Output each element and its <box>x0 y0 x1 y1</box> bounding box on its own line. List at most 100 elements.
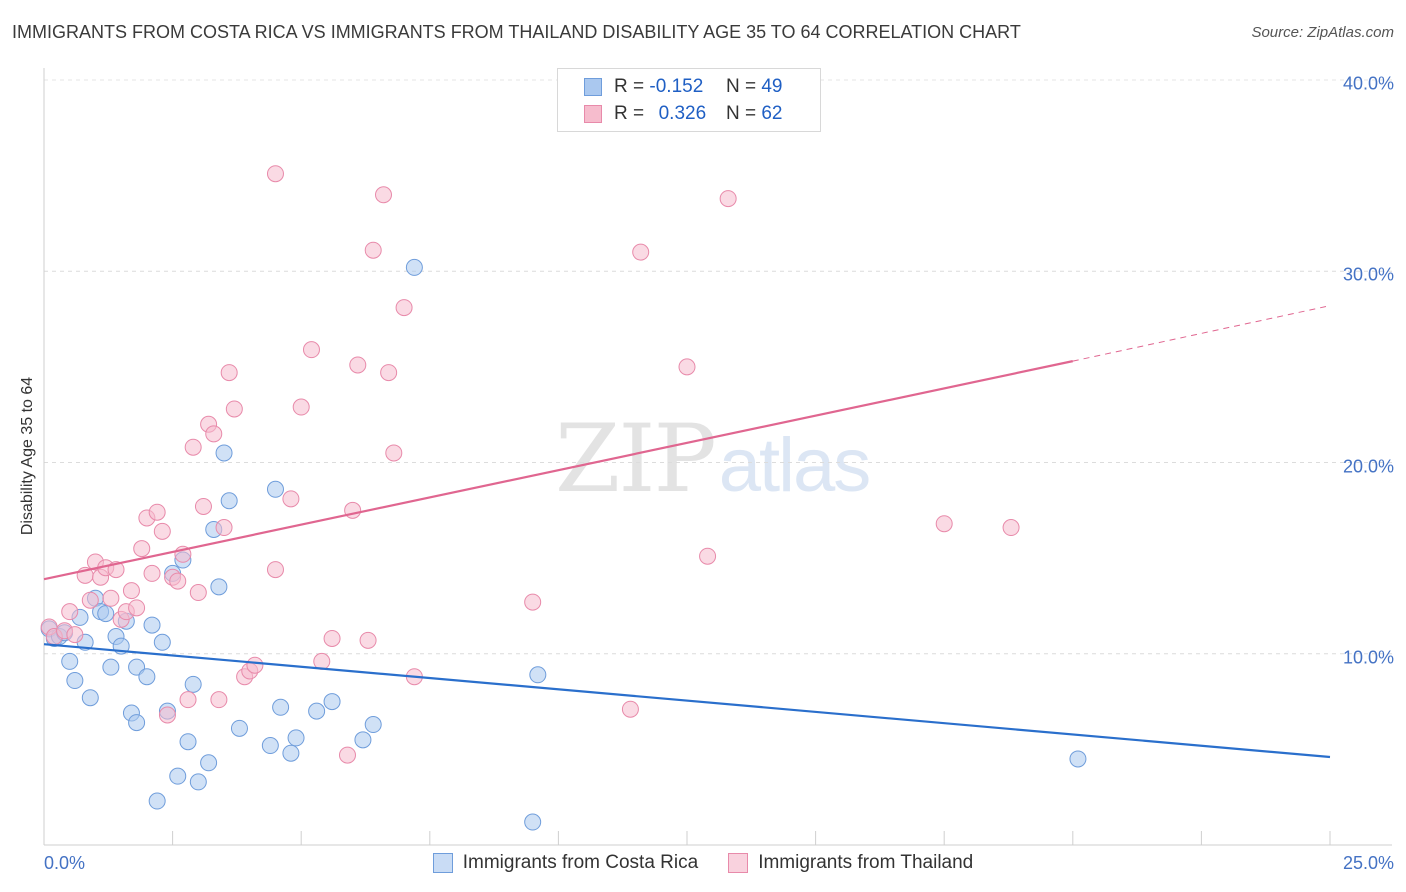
costa-rica-point <box>282 744 300 762</box>
costa-rica-point <box>272 698 290 716</box>
costa-rica-point <box>261 737 279 755</box>
costa-rica-point <box>1069 750 1087 768</box>
thailand-point <box>215 519 233 537</box>
correlation-legend: R = -0.152 N = 49 R = 0.326 N = 62 <box>557 68 821 132</box>
thailand-point <box>194 497 212 515</box>
costa-rica-point <box>179 733 197 751</box>
costa-rica-point <box>143 616 161 634</box>
thailand-point <box>678 358 696 376</box>
costa-rica-point <box>323 693 341 711</box>
thailand-point <box>338 746 356 764</box>
legend-n-label: N = <box>725 103 757 124</box>
thailand-point <box>169 572 187 590</box>
costa-rica-point <box>266 480 284 498</box>
x-tick-label: 0.0% <box>44 853 86 873</box>
thailand-point <box>719 190 737 208</box>
costa-rica-point <box>102 658 120 676</box>
costa-rica-point <box>210 578 228 596</box>
costa-rica-point <box>215 444 233 462</box>
legend-n-label: N = <box>725 76 757 97</box>
legend-row-costa-rica: R = -0.152 N = 49 <box>584 75 782 99</box>
thailand-point <box>205 425 223 443</box>
costa-rica-point <box>153 633 171 651</box>
costa-rica-point <box>66 672 84 690</box>
thailand-trend-line <box>43 360 1074 581</box>
costa-rica-point <box>81 689 99 707</box>
thailand-point <box>699 547 717 565</box>
thailand-point <box>395 299 413 317</box>
legend-label-thailand: Immigrants from Thailand <box>758 852 974 873</box>
thailand-point <box>143 564 161 582</box>
thailand-point <box>66 626 84 644</box>
y-tick-label: 20.0% <box>1342 456 1394 476</box>
thailand-point <box>133 540 151 558</box>
thailand-point <box>148 503 166 521</box>
thailand-point <box>375 186 393 204</box>
thailand-point <box>323 629 341 647</box>
watermark: ZIPatlas <box>555 405 872 514</box>
y-tick-label: 10.0% <box>1342 647 1394 668</box>
costa-rica-point <box>524 813 542 831</box>
costa-rica-point <box>308 702 326 720</box>
costa-rica-point <box>138 668 156 686</box>
thailand-point <box>266 561 284 579</box>
thailand-point <box>282 490 300 508</box>
costa-rica-point <box>529 666 547 684</box>
costa-rica-point <box>364 716 382 734</box>
thailand-point <box>621 700 639 718</box>
thailand-point <box>349 356 367 374</box>
thailand-point <box>81 591 99 609</box>
costa-rica-point <box>184 675 202 693</box>
y-tick-label: 30.0% <box>1342 264 1394 285</box>
legend-r-label: R = <box>614 103 645 124</box>
costa-rica-point <box>169 767 187 785</box>
thailand-point <box>364 241 382 259</box>
watermark-zip: ZIP <box>555 405 717 514</box>
legend-swatch-costa-rica <box>584 78 602 96</box>
costa-rica-point <box>405 258 423 276</box>
thailand-point <box>158 706 176 724</box>
thailand-point <box>935 515 953 533</box>
legend-row-thailand: R = 0.326 N = 62 <box>584 102 782 126</box>
thailand-point <box>189 584 207 602</box>
thailand-point <box>1002 519 1020 537</box>
legend-swatch-thailand <box>728 853 749 873</box>
costa-rica-point <box>189 773 207 791</box>
thailand-point <box>220 364 238 382</box>
legend-r-value-thailand: 0.326 <box>658 103 707 124</box>
costa-rica-point <box>128 714 146 732</box>
legend-r-value-costa-rica: -0.152 <box>649 76 704 97</box>
legend-item-costa-rica[interactable]: Immigrants from Costa Rica <box>432 852 699 874</box>
legend-n-value-thailand: 62 <box>761 103 783 124</box>
x-tick-label: 25.0% <box>1342 853 1394 873</box>
legend-label-costa-rica: Immigrants from Costa Rica <box>462 852 699 873</box>
legend-item-thailand[interactable]: Immigrants from Thailand <box>728 852 973 874</box>
thailand-point <box>246 656 264 674</box>
y-tick-label: 40.0% <box>1342 73 1394 94</box>
chart-title: IMMIGRANTS FROM COSTA RICA VS IMMIGRANTS… <box>12 22 1021 42</box>
thailand-point <box>184 438 202 456</box>
thailand-point <box>524 593 542 611</box>
costa-rica-point <box>200 754 218 772</box>
costa-rica-point <box>230 719 248 737</box>
series-legend: Immigrants from Costa Rica Immigrants fr… <box>0 852 1406 874</box>
watermark-atlas: atlas <box>718 423 872 508</box>
legend-swatch-costa-rica <box>432 853 453 873</box>
thailand-point <box>385 444 403 462</box>
costa-rica-point <box>220 492 238 510</box>
costa-rica-point <box>354 731 372 749</box>
thailand-point <box>359 631 377 649</box>
thailand-point <box>102 589 120 607</box>
costa-rica-point <box>61 652 79 670</box>
costa-rica-trend-line <box>43 643 1331 759</box>
thailand-point <box>153 522 171 540</box>
thailand-point <box>292 398 310 416</box>
legend-r-label: R = <box>614 76 645 97</box>
legend-swatch-thailand <box>584 105 602 123</box>
thailand-point <box>122 582 140 600</box>
legend-n-value-costa-rica: 49 <box>761 76 783 97</box>
thailand-point <box>61 603 79 621</box>
thailand-point <box>302 341 320 359</box>
source-label: Source: ZipAtlas.com <box>1251 24 1394 41</box>
